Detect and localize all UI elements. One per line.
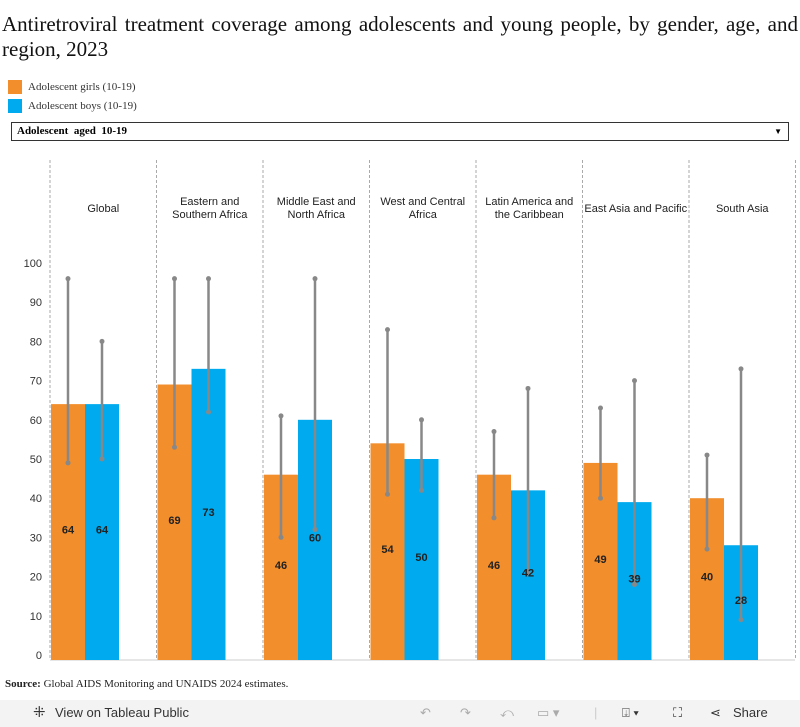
error-bar-cap	[704, 452, 710, 458]
y-tick-label: 90	[30, 297, 42, 309]
toolbar-divider: |	[594, 705, 598, 720]
view-on-tableau-link[interactable]: View on Tableau Public	[55, 705, 189, 720]
legend-label: Adolescent boys (10-19)	[28, 100, 137, 112]
legend-item-girls[interactable]: Adolescent girls (10-19)	[8, 80, 136, 94]
error-bar-cap	[385, 491, 390, 497]
error-bar-cap	[491, 515, 497, 521]
y-tick-label: 60	[30, 415, 42, 427]
fullscreen-icon[interactable]: ⛶	[673, 705, 683, 720]
error-bar-cap	[312, 527, 318, 533]
error-bar-cap	[632, 378, 637, 384]
share-button[interactable]: Share	[733, 705, 768, 720]
data-label: 73	[202, 507, 214, 519]
error-bar-cap	[525, 385, 531, 391]
y-tick-label: 20	[30, 572, 42, 584]
data-label: 64	[96, 525, 109, 537]
legend-label: Adolescent girls (10-19)	[28, 81, 136, 93]
y-tick-label: 80	[30, 336, 42, 348]
share-icon[interactable]: ⋖	[710, 705, 721, 720]
revert-icon[interactable]: ⤺	[500, 705, 514, 720]
y-tick-label: 0	[36, 650, 42, 662]
error-bar-cap	[385, 327, 390, 333]
dropdown-value: Adolescent aged 10-19	[17, 125, 127, 137]
error-bar-cap	[206, 276, 211, 282]
y-tick-label: 70	[30, 376, 42, 388]
source-note: Source: Global AIDS Monitoring and UNAID…	[5, 678, 288, 690]
chevron-down-icon: ▼	[774, 127, 782, 136]
data-label: 49	[594, 554, 606, 566]
category-label: South Asia	[716, 203, 769, 215]
error-bar-cap	[172, 276, 177, 282]
redo-icon[interactable]: ↷	[460, 705, 471, 720]
data-label: 46	[275, 560, 287, 572]
bar-chart: 0 10 20 30 40 50 60 70 80 90 100 Global 64 64 Eastern …	[24, 160, 796, 662]
data-label: 60	[309, 532, 321, 544]
error-bar-cap	[704, 546, 710, 552]
y-tick-label: 30	[30, 532, 42, 544]
error-bar-cap	[99, 338, 105, 344]
category-label: West and Central Africa	[380, 196, 465, 221]
error-bar-cap	[598, 495, 603, 501]
data-label: 28	[735, 595, 747, 607]
y-tick-label: 50	[30, 454, 42, 466]
error-bar-cap	[99, 456, 105, 462]
data-label: 39	[628, 574, 640, 586]
error-bar-cap	[598, 405, 603, 411]
tableau-toolbar: ⁜ View on Tableau Public ↶ ↷ ⤺ ▭ ▾ | ⍗ ▾…	[0, 700, 800, 727]
error-bar-cap	[206, 409, 211, 415]
legend-swatch-girls	[8, 80, 22, 94]
undo-icon[interactable]: ↶	[420, 705, 431, 720]
data-label: 50	[415, 552, 427, 564]
error-bar-cap	[312, 276, 318, 282]
category-label: Middle East and North Africa	[277, 196, 356, 221]
category-label: Eastern and Southern Africa	[172, 196, 248, 221]
error-bar-cap	[491, 429, 497, 435]
chart-title: Antiretroviral treatment coverage among …	[2, 12, 798, 61]
category-label: East Asia and Pacific	[584, 203, 687, 215]
category-label: Global	[87, 203, 119, 215]
legend-item-boys[interactable]: Adolescent boys (10-19)	[8, 99, 137, 113]
error-bar-cap	[525, 570, 531, 576]
error-bar-cap	[419, 487, 424, 493]
error-bar-cap	[632, 581, 637, 587]
error-bar-cap	[172, 444, 177, 450]
data-label: 40	[701, 572, 713, 584]
y-tick-label: 100	[24, 258, 42, 270]
data-label: 69	[168, 515, 180, 527]
error-bar-cap	[738, 617, 744, 623]
age-filter-dropdown[interactable]: Adolescent aged 10-19 ▼	[11, 122, 789, 141]
data-label: 42	[522, 568, 534, 580]
error-bar-cap	[419, 417, 424, 423]
data-label: 54	[381, 544, 394, 556]
bar	[191, 368, 226, 660]
y-tick-label: 40	[30, 493, 42, 505]
tableau-icon: ⁜	[33, 704, 46, 721]
error-bar-cap	[738, 366, 744, 372]
source-label: Source:	[5, 678, 41, 690]
refresh-icon[interactable]: ▭ ▾	[537, 705, 560, 720]
legend-swatch-boys	[8, 99, 22, 113]
error-bar-cap	[278, 534, 284, 540]
data-label: 46	[488, 560, 500, 572]
data-label: 64	[62, 525, 75, 537]
error-bar-cap	[65, 276, 71, 282]
source-text: Global AIDS Monitoring and UNAIDS 2024 e…	[40, 678, 289, 690]
error-bar-cap	[65, 460, 71, 466]
category-label: Latin America and the Caribbean	[485, 196, 573, 221]
error-bar-cap	[278, 413, 284, 419]
y-tick-label: 10	[30, 611, 42, 623]
download-icon[interactable]: ⍗ ▾	[622, 705, 639, 720]
